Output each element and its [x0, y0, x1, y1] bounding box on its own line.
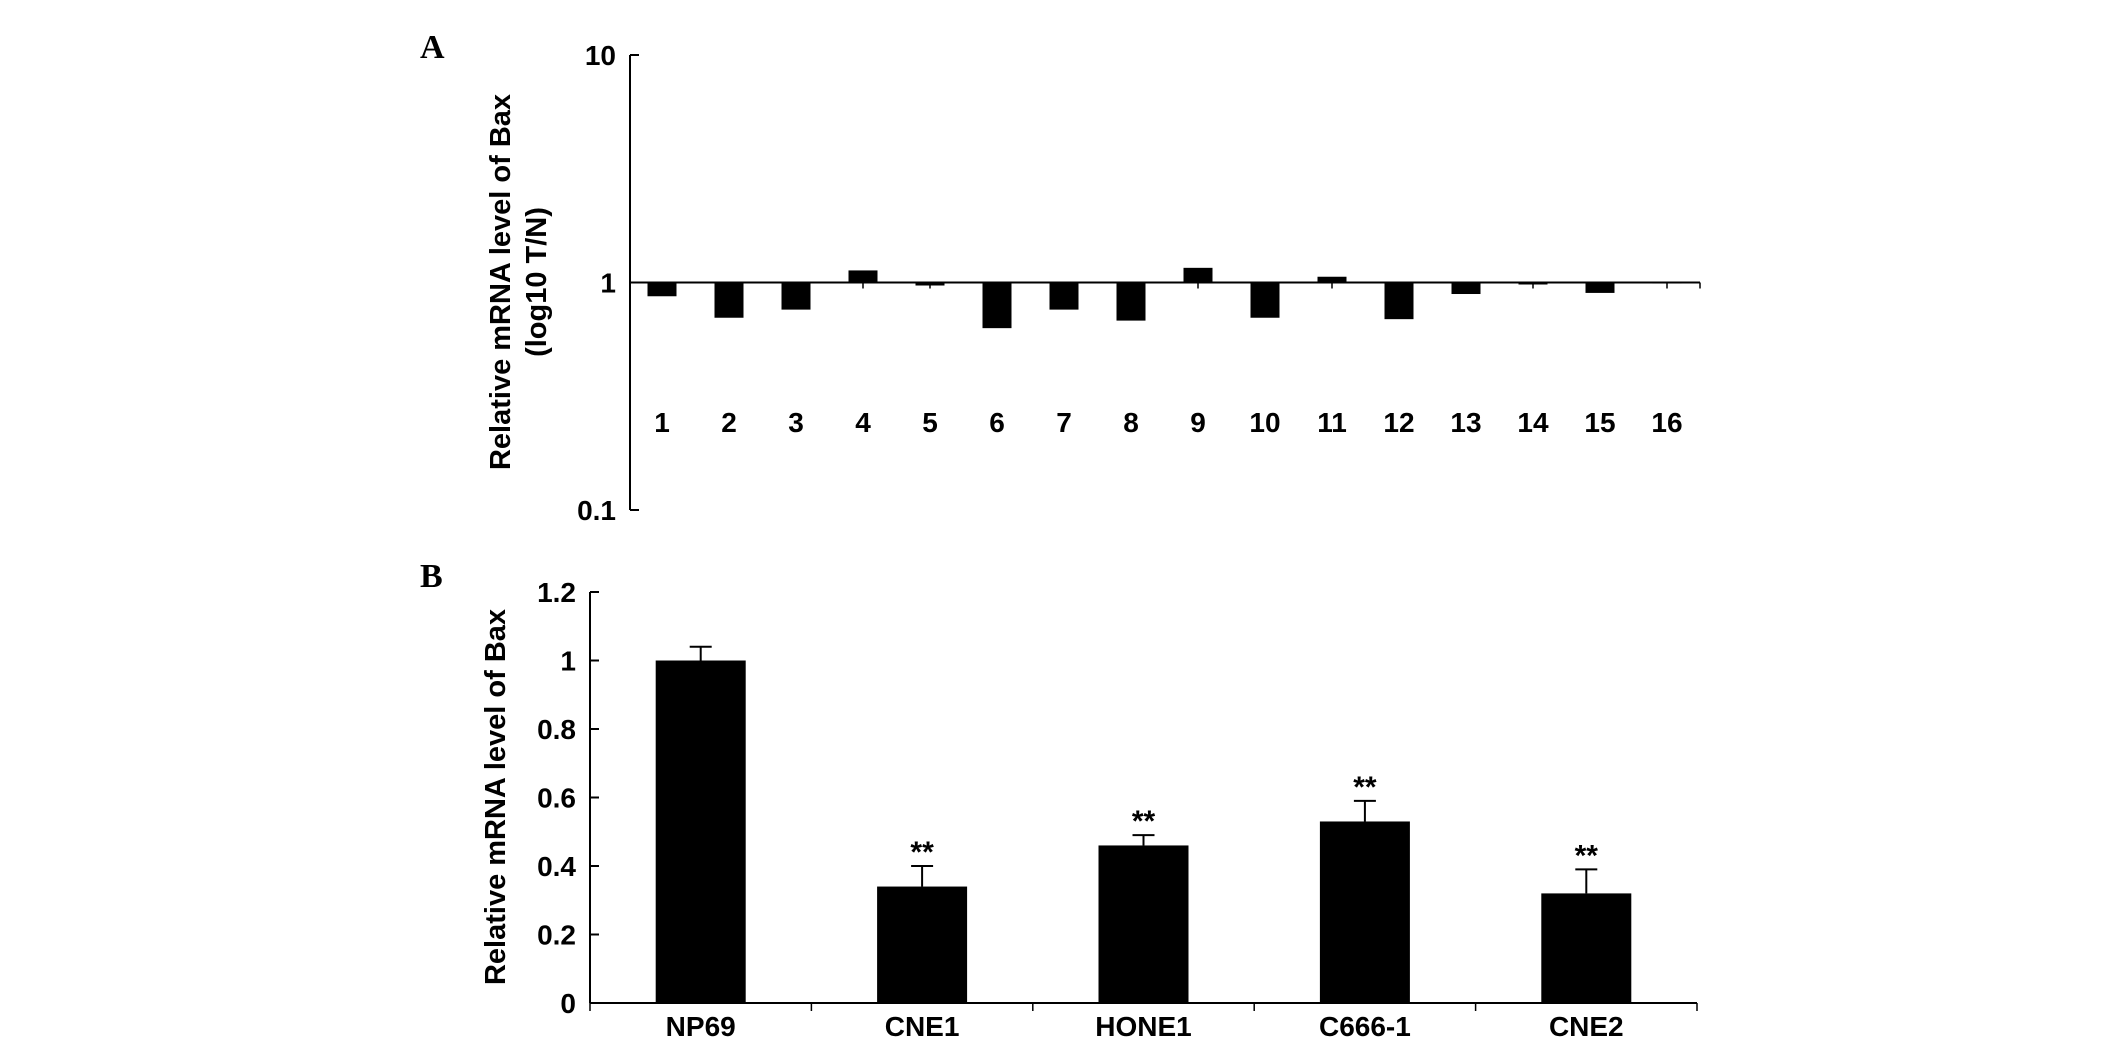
panel-a-x-tick-label: 11 — [1317, 407, 1347, 438]
panel-a-bar — [1250, 282, 1280, 318]
panel-b-bar — [877, 886, 968, 1003]
panel-b-x-tick-label: HONE1 — [1095, 1011, 1191, 1042]
panel-b-y-axis-title: Relative mRNA level of Bax — [480, 609, 512, 985]
panel-b-y-tick-label: 0 — [560, 988, 576, 1019]
panel-a-x-tick-label: 12 — [1383, 407, 1414, 438]
panel-b-x-tick-label: CNE2 — [1549, 1011, 1624, 1042]
panel-a-x-tick-label: 1 — [654, 407, 670, 438]
panel-a-y-tick-label: 10 — [585, 40, 616, 71]
panel-a-x-tick-label: 10 — [1249, 407, 1280, 438]
panel-b-bar — [655, 660, 746, 1003]
panel-b-bar — [1541, 893, 1632, 1003]
panel-a-bar — [1317, 276, 1347, 283]
panel-a-x-tick-label: 9 — [1190, 407, 1206, 438]
panel-a-bar — [1384, 282, 1414, 320]
panel-a-x-tick-label: 3 — [788, 407, 804, 438]
panel-a-x-tick-label: 7 — [1056, 407, 1072, 438]
panel-b-x-tick-label: C666-1 — [1319, 1011, 1411, 1042]
panel-a-bar — [982, 282, 1012, 329]
panel-a-bar — [915, 282, 945, 286]
panel-a-x-tick-label: 2 — [721, 407, 737, 438]
panel-a-y-axis-title-line: (log10 T/N) — [521, 207, 553, 357]
panel-b-y-tick-label: 1 — [560, 646, 576, 677]
panel-a-x-tick-label: 15 — [1584, 407, 1615, 438]
panel-b-y-tick-label: 0.4 — [537, 851, 576, 882]
panel-a-bar — [1451, 282, 1481, 295]
panel-a-x-tick-label: 16 — [1651, 407, 1682, 438]
panel-a-y-axis-title-line: Relative mRNA level of Bax — [485, 94, 517, 470]
panel-a-x-tick-label: 14 — [1517, 407, 1549, 438]
panel-a-y-tick-label: 1 — [600, 268, 616, 299]
panel-b-y-tick-label: 0.2 — [537, 920, 576, 951]
panel-b-significance-label: ** — [1575, 839, 1599, 872]
panel-a-bar — [1116, 282, 1146, 321]
panel-b-y-tick-label: 0.8 — [537, 714, 576, 745]
panel-b-significance-label: ** — [1353, 771, 1377, 804]
panel-a-x-tick-label: 13 — [1450, 407, 1481, 438]
panel-b-bar — [1319, 821, 1410, 1003]
panel-b-letter: B — [420, 558, 443, 595]
panel-a-bar — [781, 282, 811, 310]
panel-b-significance-label: ** — [1132, 805, 1156, 838]
panel-a-bar — [1585, 282, 1615, 293]
panel-b-x-tick-label: NP69 — [666, 1011, 736, 1042]
panel-a-x-tick-label: 4 — [855, 407, 871, 438]
panel-a-bar — [1049, 282, 1079, 310]
panel-a-y-axis-title: Relative mRNA level of Bax (log10 T/N) — [485, 94, 553, 470]
panel-b-chart: 0 0.2 0.4 0.6 0.8 1 1.2 NP69 ** CNE1 ** HONE1 ** C666… — [480, 577, 1698, 1042]
panel-b-bar — [1098, 845, 1189, 1003]
panel-b-y-tick-label: 1.2 — [537, 577, 576, 608]
panel-a-y-tick-label: 0.1 — [577, 495, 616, 526]
panel-a-bar — [1518, 282, 1548, 285]
panel-a-bar — [848, 270, 878, 283]
panel-b-y-tick-label: 0.6 — [537, 783, 576, 814]
panel-a-bar — [1652, 281, 1682, 284]
panel-a-x-tick-label: 5 — [922, 407, 938, 438]
panel-b-x-tick-label: CNE1 — [885, 1011, 960, 1042]
panel-a-letter: A — [420, 29, 445, 66]
panel-a-x-tick-label: 8 — [1123, 407, 1139, 438]
panel-a-bar — [647, 282, 677, 297]
panel-b-significance-label: ** — [910, 836, 934, 869]
panel-a-bar — [714, 282, 744, 318]
panel-a-bar — [1183, 267, 1213, 283]
panel-a-x-tick-label: 6 — [989, 407, 1005, 438]
